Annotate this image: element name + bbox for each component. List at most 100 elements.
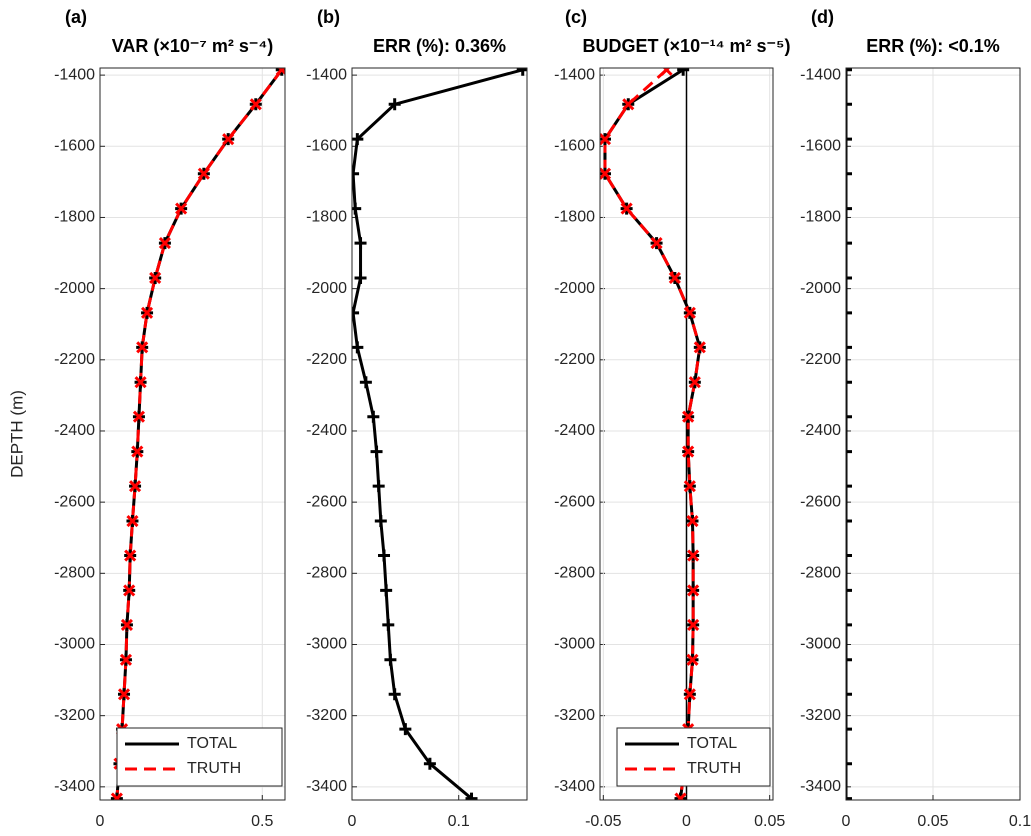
y-tick-label: -2800 <box>306 565 347 582</box>
marker <box>149 271 162 285</box>
marker <box>846 341 852 354</box>
marker <box>846 202 852 215</box>
marker <box>686 514 699 528</box>
marker <box>359 376 372 389</box>
marker <box>249 98 262 111</box>
marker <box>128 480 142 493</box>
marker <box>352 202 362 215</box>
marker <box>846 306 852 319</box>
marker <box>683 480 696 493</box>
x-tick-label: 0 <box>682 813 691 830</box>
y-tick-label: -3000 <box>800 636 841 653</box>
plot-content <box>352 68 527 800</box>
panel: -1400 -1600 -1800 -2000 -2200 -2400 -2600 -2800… <box>800 7 1031 830</box>
legend: TOTAL TRUTH <box>116 727 283 787</box>
marker <box>846 410 852 423</box>
y-tick-label: -1600 <box>554 138 595 155</box>
marker <box>222 133 235 146</box>
marker <box>846 688 852 701</box>
y-tick-label: -3200 <box>306 707 347 724</box>
marker <box>132 410 146 423</box>
marker <box>131 445 144 458</box>
marker <box>846 515 852 528</box>
marker <box>650 237 663 250</box>
y-tick-label: -2800 <box>800 565 841 582</box>
marker <box>846 723 852 736</box>
marker <box>846 98 852 111</box>
marker <box>110 792 123 800</box>
marker <box>388 98 401 111</box>
x-tick-label: -0.05 <box>585 813 622 830</box>
panel: -1400 -1600 -1800 -2000 -2200 -2400 -2600 -2800… <box>554 7 790 830</box>
x-tick-label: 0 <box>348 813 357 830</box>
legend: TOTAL TRUTH <box>616 727 771 787</box>
x-tick-label: 0.05 <box>917 813 948 830</box>
marker <box>352 341 364 354</box>
marker <box>134 376 147 389</box>
y-tick-label: -1600 <box>306 138 347 155</box>
marker <box>352 167 360 180</box>
marker <box>352 133 364 146</box>
marker <box>846 618 852 631</box>
marker <box>372 480 385 493</box>
y-tick-label: -1800 <box>306 209 347 226</box>
y-tick-label: -1400 <box>54 66 95 83</box>
marker <box>846 376 852 389</box>
marker <box>846 271 852 284</box>
panel-label: (c) <box>565 7 587 27</box>
marker <box>687 618 700 631</box>
y-tick-label: -2000 <box>306 280 347 297</box>
marker <box>846 237 852 250</box>
y-tick-label: -2400 <box>306 422 347 439</box>
y-tick-label: -3400 <box>800 778 841 795</box>
panel-title: BUDGET (×10⁻¹⁴ m² s⁻⁵) <box>583 36 791 56</box>
series-line <box>115 68 283 799</box>
plot-content <box>110 68 285 800</box>
legend-label: TOTAL <box>687 735 737 752</box>
marker <box>622 98 635 111</box>
marker <box>141 306 154 319</box>
marker <box>120 618 133 631</box>
y-tick-label: -2400 <box>554 422 595 439</box>
y-tick-label: -2000 <box>54 280 95 297</box>
x-tick-label: 0.1 <box>448 813 470 830</box>
axes-box <box>599 67 774 801</box>
marker <box>846 653 852 666</box>
marker <box>687 549 700 562</box>
y-tick-label: -1800 <box>800 209 841 226</box>
marker <box>275 68 285 76</box>
x-tick-label: 0.1 <box>1009 813 1031 830</box>
y-tick-label: -3400 <box>554 778 595 795</box>
marker <box>197 167 210 180</box>
y-tick-label: -3000 <box>306 636 347 653</box>
marker <box>677 68 690 76</box>
legend-label: TRUTH <box>187 760 241 777</box>
y-axis-label: DEPTH (m) <box>7 390 26 478</box>
marker <box>600 133 612 146</box>
marker <box>370 445 383 458</box>
marker <box>846 167 852 180</box>
marker <box>136 341 149 354</box>
marker <box>352 306 360 319</box>
marker <box>354 271 367 284</box>
marker <box>423 757 436 770</box>
panel-label: (d) <box>811 7 834 27</box>
panel: -1400 -1600 -1800 -2000 -2200 -2400 -2600 -2800… <box>7 7 286 830</box>
y-tick-label: -3200 <box>800 707 841 724</box>
marker <box>846 133 852 146</box>
marker <box>683 306 696 319</box>
y-tick-label: -2800 <box>554 565 595 582</box>
axes-box <box>99 67 286 801</box>
y-tick-label: -1600 <box>800 138 841 155</box>
plot-area <box>352 68 527 800</box>
marker <box>374 515 387 528</box>
panel-title: ERR (%): 0.36% <box>373 36 506 56</box>
marker <box>660 68 673 76</box>
marker <box>380 584 393 597</box>
y-tick-label: -3400 <box>306 778 347 795</box>
marker <box>388 688 401 701</box>
marker <box>465 792 478 800</box>
y-tick-label: -2600 <box>54 493 95 510</box>
y-tick-label: -2000 <box>554 280 595 297</box>
